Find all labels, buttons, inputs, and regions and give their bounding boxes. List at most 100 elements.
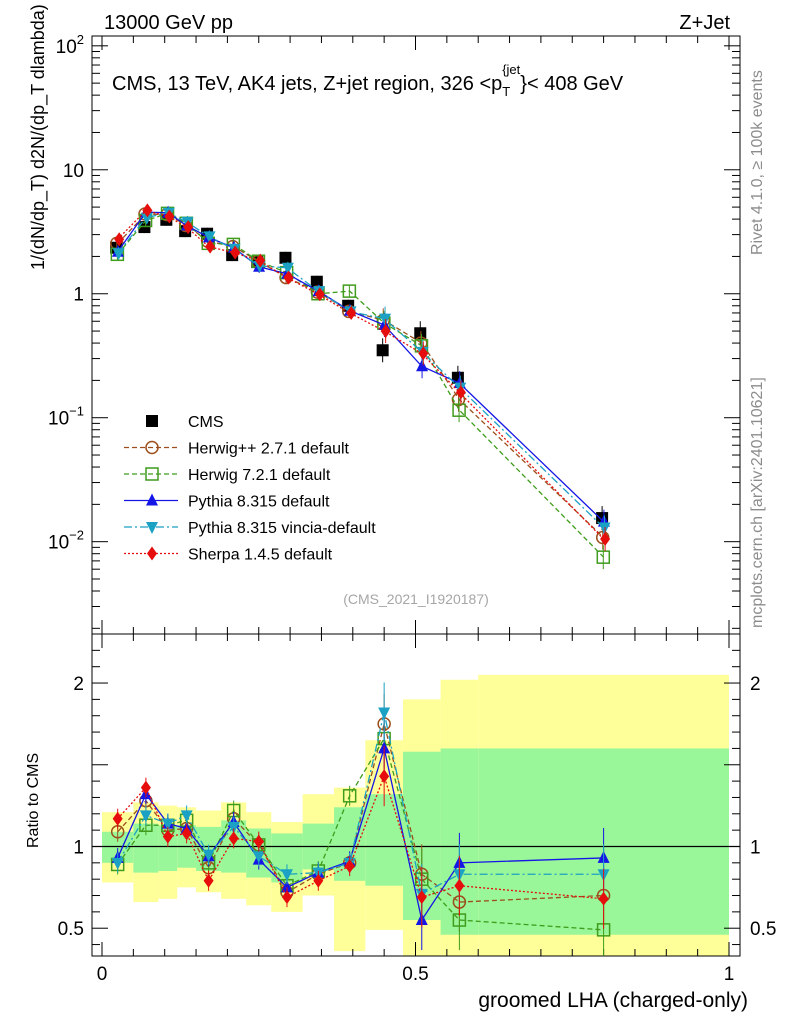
ratio-point	[454, 878, 465, 893]
main-point	[283, 270, 294, 285]
main-series-5	[114, 203, 611, 552]
legend-item: CMS	[146, 414, 224, 431]
ratio-y-tick-label-right: 2	[750, 674, 761, 695]
legend-label: Herwig 7.2.1 default	[188, 467, 331, 484]
legend-label: Sherpa 1.4.5 default	[188, 547, 333, 564]
x-tick-label: 0	[97, 964, 108, 985]
tick-exp: 2	[77, 32, 84, 47]
ratio-point	[227, 821, 240, 834]
main-point	[452, 403, 466, 417]
main-point	[346, 305, 357, 320]
main-point	[112, 248, 125, 261]
ratio-line	[117, 774, 604, 900]
main-point	[205, 239, 216, 254]
plot-title: CMS, 13 TeV, AK4 jets, Z+jet region, 326…	[112, 62, 624, 99]
main-series-4	[112, 206, 611, 540]
main-point	[416, 359, 429, 372]
main-point	[414, 327, 427, 340]
ratio-point	[228, 831, 239, 846]
ratio-point	[203, 873, 214, 888]
ratio-point	[162, 829, 173, 844]
main-point	[379, 313, 392, 326]
main-ylabel-text: 1/(dN/dp_T) d2N/(dp_T dlambda)	[28, 4, 49, 270]
ratio-series-4	[112, 746, 609, 929]
ratio-y-tick-label-left: 0.5	[58, 919, 84, 940]
ratio-point	[181, 826, 192, 841]
ratio-point	[416, 890, 427, 905]
main-line	[117, 209, 605, 540]
main-point	[376, 344, 389, 357]
title-main: CMS, 13 TeV, AK4 jets, Z+jet region, 326…	[112, 73, 502, 95]
legend-label: Pythia 8.315 default	[188, 494, 330, 511]
ratio-y-tick-label-right: 1	[750, 837, 761, 858]
main-y-tick-label: 10	[63, 161, 84, 182]
legend-item: Herwig 7.2.1 default	[124, 467, 331, 484]
main-point	[142, 203, 153, 218]
legend-marker	[145, 440, 159, 455]
main-point	[342, 284, 357, 298]
tick-exp: −1	[69, 404, 84, 419]
x-tick-label: 0.5	[402, 964, 428, 985]
ratio-point	[140, 780, 151, 795]
header-energy-label: 13000 GeV pp	[104, 12, 233, 34]
main-series-1	[110, 207, 610, 550]
main-point	[310, 275, 323, 288]
ratio-point	[378, 707, 391, 720]
legend-marker	[147, 546, 157, 561]
main-point	[203, 231, 216, 244]
legend-marker	[146, 522, 158, 534]
main-point	[380, 324, 391, 339]
ratio-point	[112, 811, 123, 826]
main-series-3	[111, 205, 610, 534]
analysis-watermark: (CMS_2021_I1920187)	[343, 591, 489, 607]
ratio-point	[280, 880, 293, 893]
main-line	[117, 213, 605, 539]
legend-label: Pythia 8.315 vincia-default	[188, 520, 376, 537]
main-point	[114, 232, 125, 247]
main-series-0	[110, 213, 609, 531]
tick-base: 10	[48, 409, 69, 430]
main-point	[600, 532, 611, 547]
ratio-point	[379, 769, 390, 784]
legend-label: Herwig++ 2.7.1 default	[188, 441, 350, 458]
main-point	[418, 346, 429, 361]
main-point	[314, 287, 325, 302]
ratio-point	[313, 873, 324, 888]
ratio-point	[139, 810, 152, 823]
ratio-point	[280, 869, 293, 882]
main-y-tick-label-pow: 102	[56, 32, 84, 58]
main-series-2	[110, 206, 611, 570]
ratio-point	[281, 890, 292, 905]
main-point	[164, 209, 175, 224]
title-sup: {jet	[502, 62, 520, 77]
main-y-tick-label: 1	[73, 285, 84, 306]
x-tick-label: 1	[724, 964, 735, 985]
main-point	[279, 251, 292, 264]
legend-marker	[145, 467, 159, 481]
legend-item: Herwig++ 2.7.1 default	[124, 441, 350, 458]
main-ylabel: 1/(dN/dp_T) d2N/(dp_T dlambda)	[28, 4, 49, 270]
ratio-point	[111, 857, 124, 870]
ratio-point	[180, 810, 193, 823]
ratio-series-group	[110, 682, 611, 956]
ratio-point	[161, 818, 174, 831]
main-point	[281, 262, 294, 275]
ratio-point	[598, 891, 609, 906]
legend: CMS Herwig++ 2.7.1 default Herwig 7.2.1 de…	[124, 414, 376, 564]
main-y-tick-label-pow: 10−1	[48, 404, 84, 430]
main-point	[140, 212, 153, 225]
x-axis-label: groomed LHA (charged-only)	[478, 989, 748, 1012]
main-y-tick-label-pow: 10−2	[48, 528, 84, 554]
main-point	[455, 385, 466, 400]
rivet-version-label: Rivet 4.1.0, ≥ 100k events	[749, 70, 766, 255]
tick-base: 10	[48, 533, 69, 554]
ratio-point	[253, 834, 264, 849]
legend-label: CMS	[188, 414, 224, 431]
legend-item: Pythia 8.315 default	[124, 493, 330, 511]
legend-marker	[146, 493, 158, 506]
ratio-y-tick-label-right: 0.5	[750, 919, 776, 940]
main-point	[255, 253, 266, 268]
header-process-label: Z+Jet	[679, 12, 730, 34]
